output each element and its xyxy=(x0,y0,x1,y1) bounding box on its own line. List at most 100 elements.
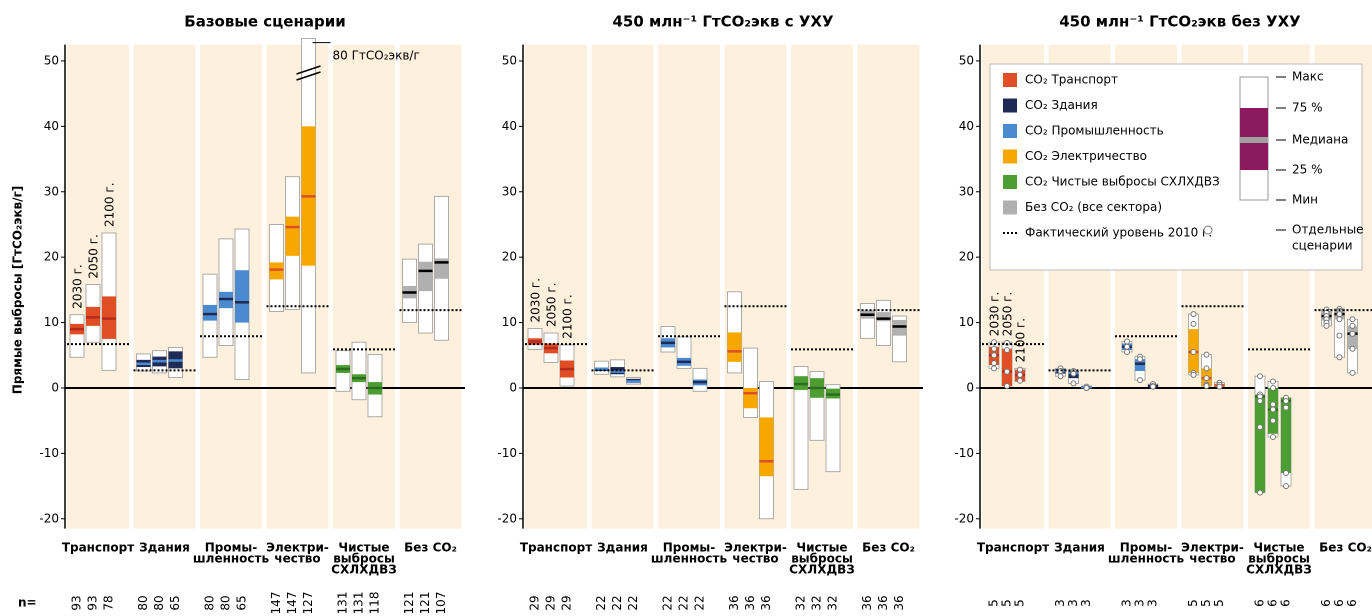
category-label: Электри- xyxy=(266,541,329,555)
category-label: Промы- xyxy=(205,541,258,555)
legend-label: CO₂ Электричество xyxy=(1025,149,1147,163)
n-count: 93 xyxy=(70,595,84,610)
scenario-point xyxy=(1349,345,1356,352)
scenario-point xyxy=(1083,384,1090,391)
axis-break xyxy=(296,65,321,75)
scenario-point xyxy=(1349,330,1356,337)
y-tick-label: 30 xyxy=(502,184,517,198)
y-tick-label: 30 xyxy=(44,184,59,198)
category-label: Электри- xyxy=(1181,541,1244,555)
scenario-point xyxy=(1349,369,1356,376)
sector-column xyxy=(658,44,720,529)
n-count: 32 xyxy=(794,595,808,610)
n-count: 22 xyxy=(610,595,624,610)
scenario-point xyxy=(1070,370,1077,377)
scenario-point xyxy=(1004,339,1010,346)
scenario-point xyxy=(1137,356,1143,363)
annotation: 80 ГтCO₂экв/г xyxy=(333,49,420,63)
iqr-box xyxy=(203,304,217,321)
n-count: 36 xyxy=(743,595,757,610)
n-count: 6 xyxy=(1253,599,1267,607)
n-count: 65 xyxy=(168,595,182,610)
n-count: 29 xyxy=(560,595,574,610)
y-tick-label: 40 xyxy=(44,119,59,133)
iqr-box xyxy=(285,216,300,256)
n-count: 22 xyxy=(594,595,608,610)
scenario-point xyxy=(1349,322,1356,329)
iqr-box xyxy=(418,261,433,292)
n-count: 36 xyxy=(892,595,906,610)
n-count: 147 xyxy=(285,592,299,615)
category-label: Промы- xyxy=(663,541,716,555)
category-label: Здания xyxy=(139,541,190,555)
year-label: 2030 г. xyxy=(529,278,543,322)
n-count: 147 xyxy=(269,592,283,615)
category-label: Транспорт xyxy=(520,541,592,555)
y-tick-label: 40 xyxy=(959,119,974,133)
category-label: Промы- xyxy=(1120,541,1173,555)
scenario-point xyxy=(991,352,997,359)
category-label: Чистые xyxy=(338,541,389,555)
scenario-point xyxy=(1270,417,1276,424)
scenario-point xyxy=(1124,349,1130,356)
axis-break xyxy=(296,71,321,81)
scenario-point xyxy=(1190,320,1197,327)
year-label: 2100 г. xyxy=(103,182,117,226)
scenario-point xyxy=(1203,375,1210,382)
y-tick-label: 40 xyxy=(502,119,517,133)
legend-swatch xyxy=(1003,98,1017,113)
n-count: 29 xyxy=(528,595,542,610)
n-count: 121 xyxy=(418,592,432,615)
scenario-point xyxy=(1017,366,1023,373)
year-label: 2100 г. xyxy=(1014,318,1028,362)
scenario-point xyxy=(1336,354,1343,361)
n-count: 80 xyxy=(152,595,166,610)
panel-title: 450 млн⁻¹ ГтCO₂экв с УХУ xyxy=(612,13,833,31)
scenario-point xyxy=(1349,316,1356,323)
iqr-box xyxy=(892,319,907,336)
key-median xyxy=(1240,137,1268,143)
range-box xyxy=(351,341,367,401)
sector-column xyxy=(591,44,654,529)
year-label: 2100 г. xyxy=(561,294,575,338)
n-count: 121 xyxy=(402,592,416,615)
scenario-point xyxy=(1004,347,1010,354)
n-count: 131 xyxy=(336,592,350,615)
sector-column xyxy=(857,44,920,529)
panel-title: Базовые сценарии xyxy=(184,13,345,31)
y-tick-label: -10 xyxy=(39,446,59,460)
n-count: 36 xyxy=(759,595,773,610)
iqr-box xyxy=(727,332,742,362)
scenario-point xyxy=(1257,398,1263,405)
year-label: 2030 г. xyxy=(71,264,85,308)
category-label: чество xyxy=(1189,552,1235,566)
iqr-box xyxy=(876,312,891,322)
category-label: СХЛХДВЗ xyxy=(1246,563,1312,577)
n-count: 6 xyxy=(1345,599,1359,607)
n-count: 131 xyxy=(352,592,366,615)
y-axis-label: Прямые выбросы [ГтCO₂экв/г] xyxy=(11,186,25,394)
category-label: СХЛХДВЗ xyxy=(789,563,855,577)
n-count: 36 xyxy=(860,595,874,610)
n-count: 93 xyxy=(86,595,100,610)
category-label: шленность xyxy=(651,552,728,566)
n-count: 6 xyxy=(1319,599,1333,607)
n-count: 32 xyxy=(810,595,824,610)
legend-label: CO₂ Чистые выбросы СХЛХДВЗ xyxy=(1025,175,1220,189)
n-label: n= xyxy=(18,596,37,610)
n-count: 32 xyxy=(826,595,840,610)
scenario-point xyxy=(1270,434,1276,441)
scenario-point xyxy=(1283,483,1289,490)
sector-column xyxy=(525,44,587,529)
legend-box xyxy=(989,63,1363,271)
iqr-box xyxy=(743,387,758,409)
scenario-point xyxy=(1283,398,1289,405)
n-count: 127 xyxy=(301,592,315,615)
n-count: 65 xyxy=(235,595,249,610)
y-tick-label: 0 xyxy=(966,380,974,394)
iqr-box xyxy=(1281,397,1291,474)
category-label: СХЛХДВЗ xyxy=(331,563,397,577)
legend-swatch xyxy=(1003,175,1017,189)
y-tick-label: 20 xyxy=(959,250,974,264)
